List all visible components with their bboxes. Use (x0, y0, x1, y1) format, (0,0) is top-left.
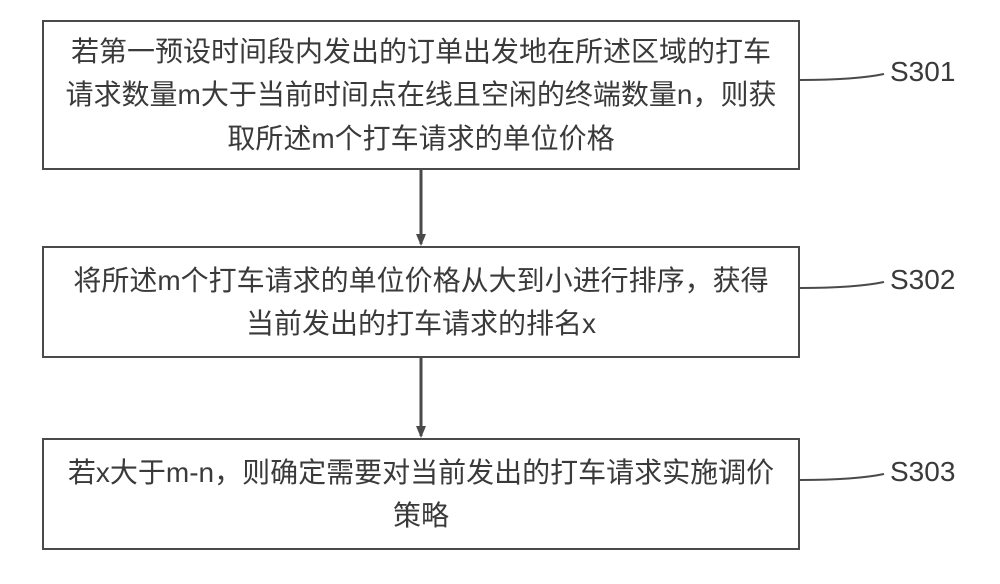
step-label-1: S301 (890, 56, 955, 88)
step-label-3: S303 (890, 456, 955, 488)
step-box-3: 若x大于m-n，则确定需要对当前发出的打车请求实施调价策略 (42, 438, 800, 550)
step-text-1: 若第一预设时间段内发出的订单出发地在所述区域的打车请求数量m大于当前时间点在线且… (64, 30, 778, 160)
step-text-3: 若x大于m-n，则确定需要对当前发出的打车请求实施调价策略 (64, 451, 778, 538)
step-label-2: S302 (890, 264, 955, 296)
step-box-2: 将所述m个打车请求的单位价格从大到小进行排序，获得当前发出的打车请求的排名x (42, 246, 800, 358)
step-box-1: 若第一预设时间段内发出的订单出发地在所述区域的打车请求数量m大于当前时间点在线且… (42, 20, 800, 170)
flowchart-container: 若第一预设时间段内发出的订单出发地在所述区域的打车请求数量m大于当前时间点在线且… (0, 0, 1000, 584)
step-text-2: 将所述m个打车请求的单位价格从大到小进行排序，获得当前发出的打车请求的排名x (64, 259, 778, 346)
